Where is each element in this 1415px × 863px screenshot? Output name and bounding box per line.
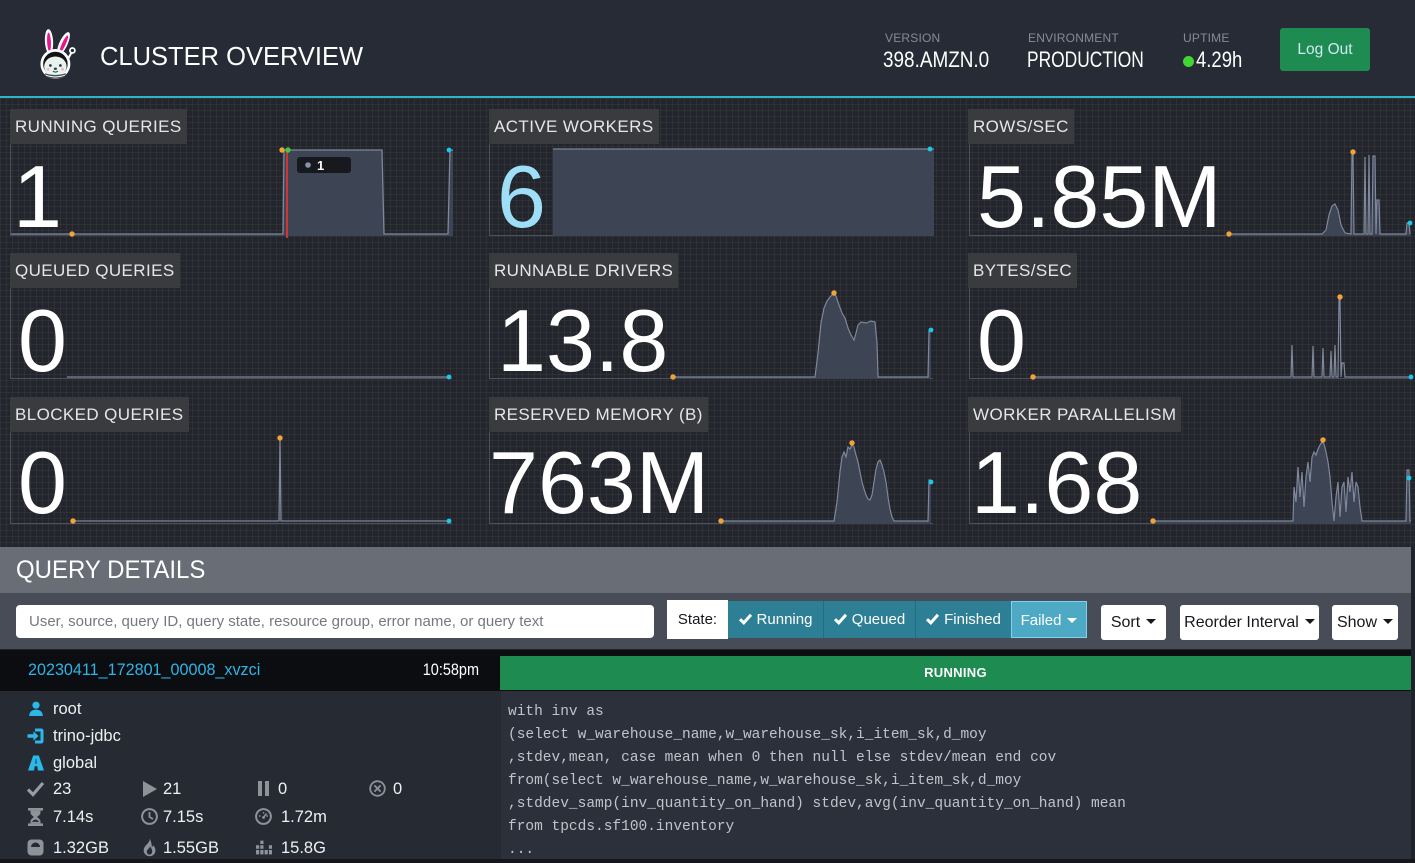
svg-text:1: 1 [317,158,324,173]
